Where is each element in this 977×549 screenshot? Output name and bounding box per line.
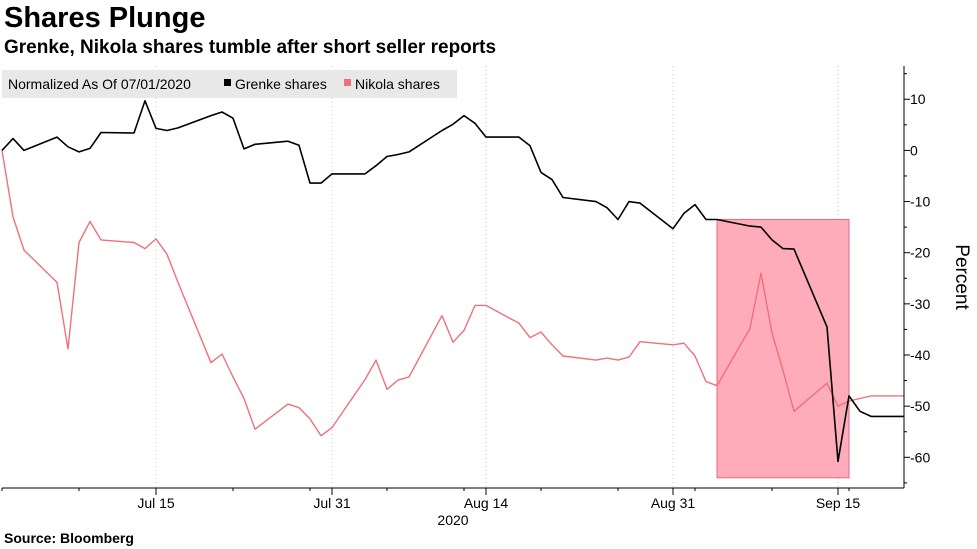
x-axis-label: 2020 [437,512,468,528]
y-tick-label: 0 [910,142,918,158]
legend-label-nikola: Nikola shares [355,76,440,92]
y-tick-label: -60 [910,449,930,465]
chart-title: Shares Plunge [4,2,206,34]
y-tick-label: 10 [910,91,926,107]
y-tick-label: -20 [910,245,930,261]
x-tick-label: Jul 15 [137,495,175,511]
y-axis-label: Percent [951,244,972,310]
series-layer [1,100,904,463]
source-note: Source: Bloomberg [4,530,134,546]
legend-swatch-nikola [344,79,351,86]
y-tick-label: -30 [910,296,930,312]
legend: Normalized As Of 07/01/2020 Grenke shares… [2,70,457,98]
x-tick-label: Aug 14 [464,495,509,511]
x-tick-label: Jul 31 [313,495,351,511]
x-tick-label: Aug 31 [651,495,696,511]
chart-subtitle: Grenke, Nikola shares tumble after short… [4,37,497,58]
y-tick-label: -40 [910,347,930,363]
axes: 10 0 -10 -20 -30 -40 -50 -60 Percent Jul 15 Jul 31… [1,66,972,528]
legend-swatch-grenke [224,79,231,86]
x-tick-label: Sep 15 [816,495,861,511]
legend-note: Normalized As Of 07/01/2020 [8,76,191,92]
series-line-nikola-shares [1,150,904,437]
y-tick-label: -50 [910,398,930,414]
legend-label-grenke: Grenke shares [235,76,327,92]
series-line-grenke-shares [1,100,904,463]
y-tick-label: -10 [910,194,930,210]
